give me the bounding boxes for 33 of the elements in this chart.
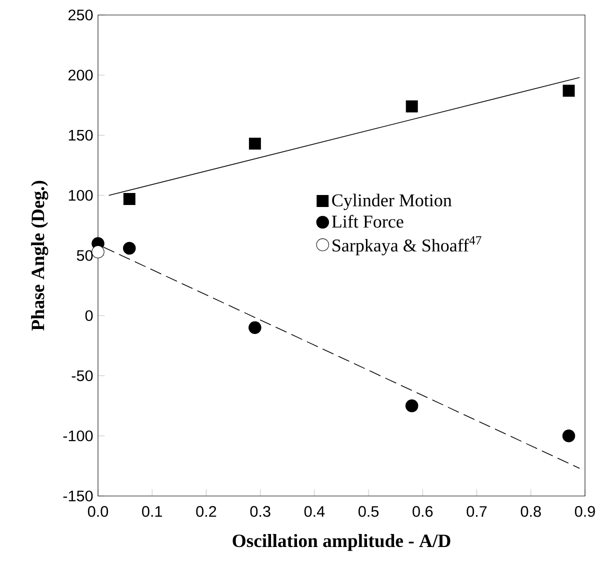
y-tick-label: 50 [76, 250, 93, 261]
y-tick-label: 250 [68, 10, 93, 20]
point [562, 84, 575, 97]
legend-label: Lift Force [332, 214, 404, 228]
x-tick-label: 0.6 [412, 506, 433, 517]
point [248, 321, 262, 334]
x-tick-label: 0.4 [304, 506, 325, 517]
y-tick-label: -150 [63, 490, 93, 502]
x-tick-label: 0.2 [196, 506, 216, 517]
point [123, 242, 136, 255]
y-tick-label: 200 [68, 70, 93, 81]
x-tick-label: 0.5 [358, 506, 379, 517]
y-tick-label: 100 [68, 190, 93, 201]
point [92, 246, 104, 258]
y-tick-label: -100 [63, 430, 93, 442]
x-axis-title: Oscillation amplitude - A/D [232, 534, 450, 551]
x-tick-label: 0.0 [88, 506, 108, 517]
point [123, 193, 136, 205]
y-tick-label: -50 [72, 370, 93, 382]
y-axis-title: Phase Angle (Deg.) [31, 180, 48, 331]
x-tick-label: 0.3 [250, 506, 270, 517]
x-tick-label: 0.7 [466, 506, 487, 517]
legend-label: Cylinder Motion [332, 194, 452, 210]
point [248, 138, 261, 150]
y-tick-label: 0 [85, 310, 93, 322]
x-tick-label: 0.8 [520, 506, 541, 517]
point [562, 430, 576, 442]
x-tick-label: 0.1 [142, 506, 162, 517]
point [406, 100, 418, 112]
x-tick-label: 0.9 [574, 506, 595, 517]
y-tick-label: 150 [68, 130, 93, 141]
legend-label: Sarpkaya & Shoaff$^{47}$ [332, 236, 482, 256]
point [405, 399, 418, 412]
